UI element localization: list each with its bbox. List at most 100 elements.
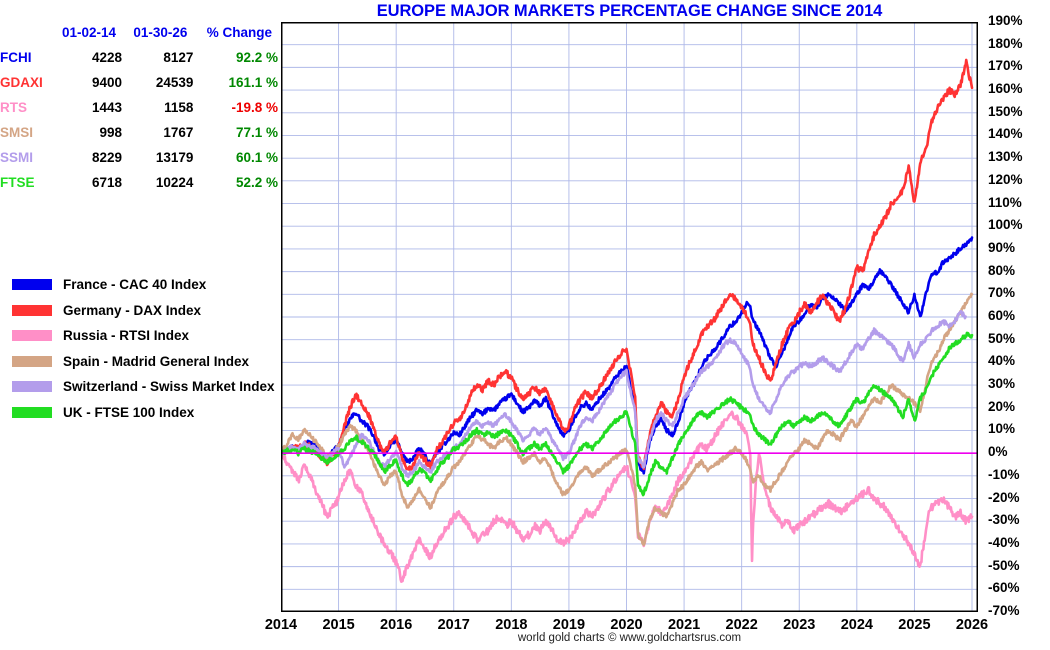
- y-tick-label: 40%: [988, 353, 1016, 369]
- legend-item-label: Switzerland - Swiss Market Index: [63, 379, 275, 395]
- row-start-value: 998: [99, 125, 123, 140]
- legend-color-swatch: [12, 330, 52, 342]
- row-end-value: 1158: [164, 100, 194, 115]
- y-tick-label: -30%: [988, 512, 1020, 528]
- series-line-gdaxi: [281, 58, 974, 473]
- x-tick-label: 2024: [840, 617, 873, 633]
- y-tick-label: -70%: [988, 603, 1020, 618]
- x-tick-label: 2016: [380, 617, 413, 633]
- y-tick-label: 190%: [988, 13, 1023, 28]
- table-row: SSMI 8229 13179 60.1 %: [0, 145, 278, 170]
- y-tick-label: 70%: [988, 285, 1016, 301]
- legend-color-swatch: [12, 355, 52, 367]
- col-header-end-date: 01-30-26: [133, 25, 188, 40]
- row-end-value: 13179: [155, 150, 194, 165]
- x-tick-label: 2026: [955, 617, 989, 633]
- row-start-value: 9400: [92, 75, 123, 90]
- legend-item[interactable]: Spain - Madrid General Index: [12, 349, 282, 375]
- chart-legend: France - CAC 40 Index Germany - DAX Index…: [12, 272, 282, 425]
- y-tick-label: 170%: [988, 58, 1023, 74]
- row-start-value: 4228: [92, 50, 123, 65]
- col-header-pct-change: % Change: [206, 25, 272, 40]
- row-pct-change: 92.2 %: [235, 50, 278, 65]
- y-tick-label: -20%: [988, 489, 1020, 505]
- y-tick-label: -50%: [988, 557, 1020, 573]
- row-start-value: 1443: [92, 100, 123, 115]
- y-tick-label: 90%: [988, 239, 1016, 255]
- table-row: FTSE 6718 10224 52.2 %: [0, 170, 278, 195]
- series-line-ftse: [281, 331, 974, 497]
- row-start-value: 8229: [92, 150, 123, 165]
- table-row: FCHI 4228 8127 92.2 %: [0, 45, 278, 70]
- row-start-value: 6718: [92, 175, 123, 190]
- table-row: RTS 1443 1158 -19.8 %: [0, 95, 278, 120]
- x-tick-label: 2020: [610, 617, 643, 633]
- y-tick-label: 180%: [988, 35, 1023, 51]
- y-tick-label: 100%: [988, 217, 1023, 233]
- y-tick-label: -40%: [988, 534, 1020, 550]
- legend-item-label: Germany - DAX Index: [63, 302, 202, 318]
- x-tick-label: 2019: [552, 617, 586, 633]
- legend-item[interactable]: Switzerland - Swiss Market Index: [12, 374, 282, 400]
- y-tick-label: 140%: [988, 126, 1023, 142]
- y-tick-label: 80%: [988, 262, 1016, 278]
- row-pct-change: 161.1 %: [228, 75, 278, 90]
- legend-color-swatch: [12, 406, 52, 418]
- y-tick-label: 0%: [988, 444, 1008, 460]
- y-tick-label: 150%: [988, 103, 1023, 119]
- plot-frame: [281, 22, 978, 612]
- table-row: GDAXI 9400 24539 161.1 %: [0, 70, 278, 95]
- y-tick-label: 50%: [988, 330, 1016, 346]
- row-symbol: SSMI: [0, 150, 34, 165]
- summary-table: 01-02-14 01-30-26 % Change FCHI 4228 8127 9…: [0, 20, 278, 195]
- x-tick-label: 2021: [667, 617, 701, 633]
- series-line-ssmi: [281, 309, 967, 479]
- col-header-start-date: 01-02-14: [62, 25, 117, 40]
- y-tick-label: 10%: [988, 421, 1016, 437]
- y-tick-label: 160%: [988, 81, 1023, 97]
- legend-color-swatch: [12, 279, 52, 291]
- legend-item[interactable]: Russia - RTSI Index: [12, 323, 282, 349]
- legend-color-swatch: [12, 381, 52, 393]
- table-row: SMSI 998 1767 77.1 %: [0, 120, 278, 145]
- y-tick-label: 30%: [988, 376, 1016, 392]
- x-tick-label: 2018: [495, 617, 528, 633]
- x-tick-label: 2014: [264, 617, 298, 633]
- row-symbol: RTS: [0, 100, 27, 115]
- row-end-value: 8127: [163, 50, 194, 65]
- x-tick-label: 2022: [725, 617, 758, 633]
- row-end-value: 10224: [155, 175, 194, 190]
- legend-item[interactable]: France - CAC 40 Index: [12, 272, 282, 298]
- y-tick-label: 120%: [988, 171, 1023, 187]
- page-title: EUROPE MAJOR MARKETS PERCENTAGE CHANGE S…: [376, 2, 883, 20]
- y-tick-label: 110%: [988, 194, 1022, 210]
- y-tick-label: 130%: [988, 149, 1023, 165]
- row-pct-change: 52.2 %: [235, 175, 278, 190]
- table-header-row: 01-02-14 01-30-26 % Change: [0, 20, 278, 45]
- plot-area: [281, 22, 978, 612]
- legend-item-label: Spain - Madrid General Index: [63, 353, 250, 369]
- row-end-value: 24539: [155, 75, 194, 90]
- series-line-fchi: [281, 236, 974, 475]
- row-symbol: SMSI: [0, 125, 34, 140]
- row-pct-change: 77.1 %: [235, 125, 278, 140]
- y-tick-label: -10%: [988, 466, 1020, 482]
- chart-svg: [281, 22, 978, 612]
- row-pct-change: 60.1 %: [235, 150, 278, 165]
- series-line-rts: [281, 410, 974, 583]
- x-tick-label: 2015: [322, 617, 355, 633]
- legend-color-swatch: [12, 304, 52, 316]
- row-symbol: FTSE: [0, 175, 35, 190]
- legend-item[interactable]: UK - FTSE 100 Index: [12, 400, 282, 426]
- y-tick-label: 60%: [988, 308, 1016, 323]
- footer-credit: world gold charts © www.goldchartsrus.co…: [517, 632, 742, 644]
- x-tick-label: 2023: [783, 617, 816, 633]
- x-tick-label: 2025: [898, 617, 931, 633]
- col-header-symbol: [0, 20, 51, 45]
- row-symbol: FCHI: [0, 50, 32, 65]
- x-tick-label: 2017: [437, 617, 470, 633]
- legend-item-label: Russia - RTSI Index: [63, 328, 190, 344]
- y-tick-label: -60%: [988, 580, 1020, 596]
- legend-item[interactable]: Germany - DAX Index: [12, 298, 282, 324]
- legend-item-label: France - CAC 40 Index: [63, 277, 207, 293]
